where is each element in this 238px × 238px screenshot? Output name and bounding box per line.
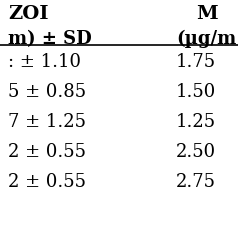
- Text: M: M: [196, 5, 218, 23]
- Text: 2 ± 0.55: 2 ± 0.55: [8, 143, 86, 161]
- Text: 5 ± 0.85: 5 ± 0.85: [8, 83, 86, 101]
- Text: 1.50: 1.50: [176, 83, 216, 101]
- Text: 2.50: 2.50: [176, 143, 216, 161]
- Text: 2 ± 0.55: 2 ± 0.55: [8, 173, 86, 191]
- Text: 2.75: 2.75: [176, 173, 216, 191]
- Text: : ± 1.10: : ± 1.10: [8, 53, 81, 71]
- Text: 1.25: 1.25: [176, 113, 216, 131]
- Text: m) ± SD: m) ± SD: [8, 30, 92, 48]
- Text: 1.75: 1.75: [176, 53, 216, 71]
- Text: (µg/m: (µg/m: [176, 30, 236, 48]
- Text: ZOI: ZOI: [8, 5, 49, 23]
- Text: 7 ± 1.25: 7 ± 1.25: [8, 113, 86, 131]
